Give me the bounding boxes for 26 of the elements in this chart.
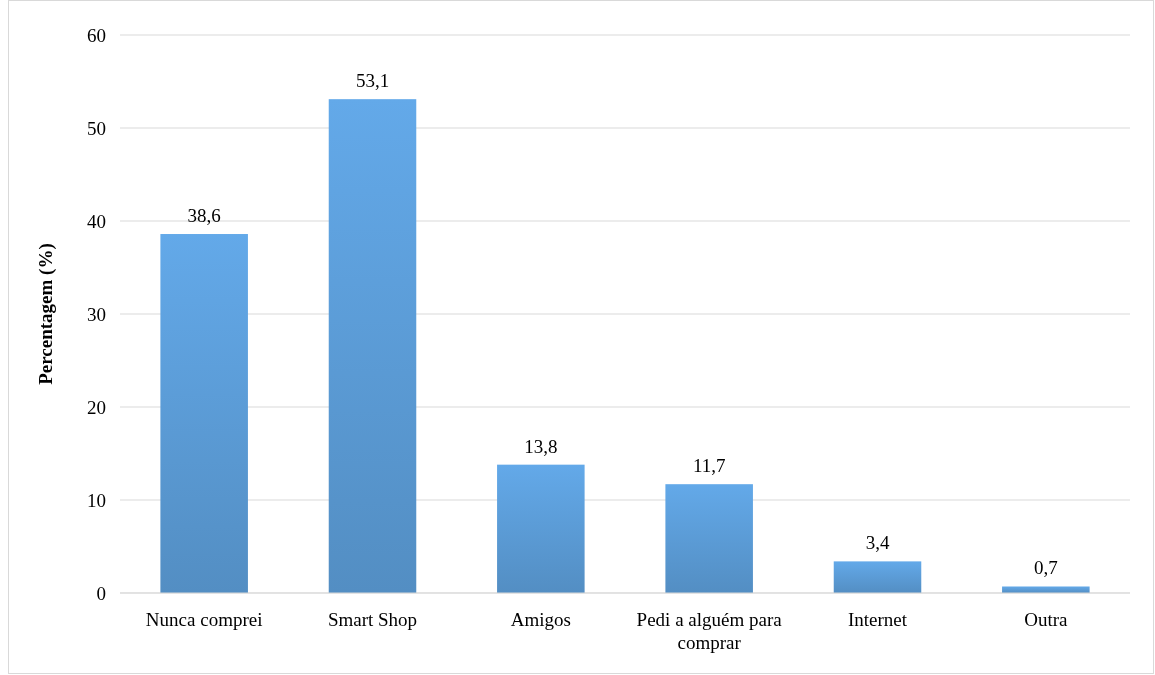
data-label: 13,8 xyxy=(524,435,558,457)
bar xyxy=(497,464,585,593)
data-label: 11,7 xyxy=(692,455,726,477)
bar xyxy=(328,99,417,593)
data-label: 53,1 xyxy=(355,70,390,92)
y-tick-label: 40 xyxy=(87,210,106,232)
x-tick-label: Internet xyxy=(847,609,908,630)
bar xyxy=(833,561,922,593)
x-tick-label: Smart Shop xyxy=(327,609,418,630)
y-tick-label: 10 xyxy=(87,489,106,511)
x-tick-label: Amigos xyxy=(510,609,571,630)
y-tick-label: 30 xyxy=(87,303,106,325)
y-tick-label: 20 xyxy=(87,396,106,418)
y-tick-label: 60 xyxy=(87,24,106,46)
x-tick-label: Outra xyxy=(1024,609,1069,630)
data-label: 38,6 xyxy=(187,205,221,227)
bar xyxy=(1002,586,1090,593)
data-label: 0,7 xyxy=(1033,557,1058,579)
x-tick-label: Nunca comprei xyxy=(145,609,263,630)
y-axis-title: Percentagem (%) xyxy=(35,243,57,385)
y-tick-label: 50 xyxy=(87,117,106,139)
data-label: 3,4 xyxy=(865,532,890,554)
bar xyxy=(665,484,753,593)
x-tick-label: Pedi a alguém para comprar xyxy=(636,609,783,653)
y-tick-label: 0 xyxy=(96,582,106,604)
bar xyxy=(160,234,248,593)
